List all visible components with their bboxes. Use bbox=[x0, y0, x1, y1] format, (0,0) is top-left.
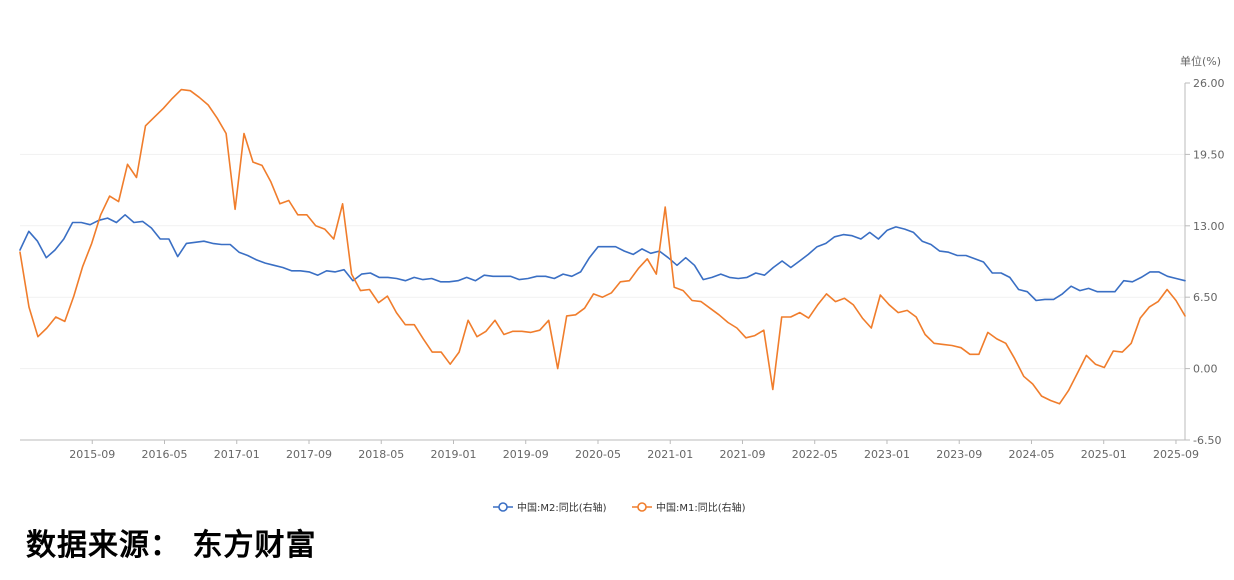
x-tick-label: 2019-01 bbox=[431, 448, 477, 461]
source-note: 数据来源： 东方财富 bbox=[26, 528, 317, 563]
y-tick-label: -6.50 bbox=[1193, 434, 1221, 447]
legend-item-m2[interactable]: 中国:M2:同比(右轴) bbox=[493, 501, 607, 514]
x-tick-label: 2019-09 bbox=[503, 448, 549, 461]
legend-circle-marker bbox=[498, 502, 508, 512]
x-tick-label: 2017-09 bbox=[286, 448, 332, 461]
legend-label: 中国:M1:同比(右轴) bbox=[656, 501, 746, 514]
y-axis-ticks: 26.00 19.50 13.00 6.50 0.00 -6.50 bbox=[1185, 77, 1225, 447]
y-tick-label: 6.50 bbox=[1193, 291, 1218, 304]
line-chart: 单位(%) 26.00 19.50 13.00 6.50 0.00 -6.50 2015-… bbox=[19, 54, 1225, 514]
x-tick-label: 2025-01 bbox=[1081, 448, 1127, 461]
series-line-m2[interactable] bbox=[19, 214, 1186, 302]
y-tick-label: 19.50 bbox=[1193, 148, 1225, 161]
x-tick-label: 2024-05 bbox=[1008, 448, 1054, 461]
x-axis-ticks: 2015-09 2016-05 2017-01 2017-09 2018-05 2019-… bbox=[69, 440, 1199, 461]
legend-item-m1[interactable]: 中国:M1:同比(右轴) bbox=[632, 501, 746, 514]
y-tick-label: 13.00 bbox=[1193, 220, 1225, 233]
x-tick-label: 2018-05 bbox=[358, 448, 404, 461]
x-tick-label: 2023-09 bbox=[936, 448, 982, 461]
x-tick-label: 2023-01 bbox=[864, 448, 910, 461]
x-tick-label: 2020-05 bbox=[575, 448, 621, 461]
series-line-m1[interactable] bbox=[19, 88, 1186, 405]
x-tick-label: 2022-05 bbox=[792, 448, 838, 461]
x-tick-label: 2016-05 bbox=[142, 448, 188, 461]
y-tick-label: 0.00 bbox=[1193, 363, 1218, 376]
x-tick-label: 2021-09 bbox=[719, 448, 765, 461]
axes bbox=[20, 83, 1186, 441]
x-tick-label: 2015-09 bbox=[69, 448, 115, 461]
gridlines bbox=[20, 153, 1185, 370]
y-axis-unit-label: 单位(%) bbox=[1180, 54, 1221, 68]
x-tick-label: 2017-01 bbox=[214, 448, 260, 461]
legend-label: 中国:M2:同比(右轴) bbox=[517, 501, 607, 514]
legend[interactable]: 中国:M2:同比(右轴) 中国:M1:同比(右轴) bbox=[493, 501, 746, 514]
legend-circle-marker bbox=[637, 502, 647, 512]
x-tick-label: 2021-01 bbox=[647, 448, 693, 461]
x-tick-label: 2025-09 bbox=[1153, 448, 1199, 461]
series-layer bbox=[19, 88, 1186, 405]
y-tick-label: 26.00 bbox=[1193, 77, 1225, 90]
